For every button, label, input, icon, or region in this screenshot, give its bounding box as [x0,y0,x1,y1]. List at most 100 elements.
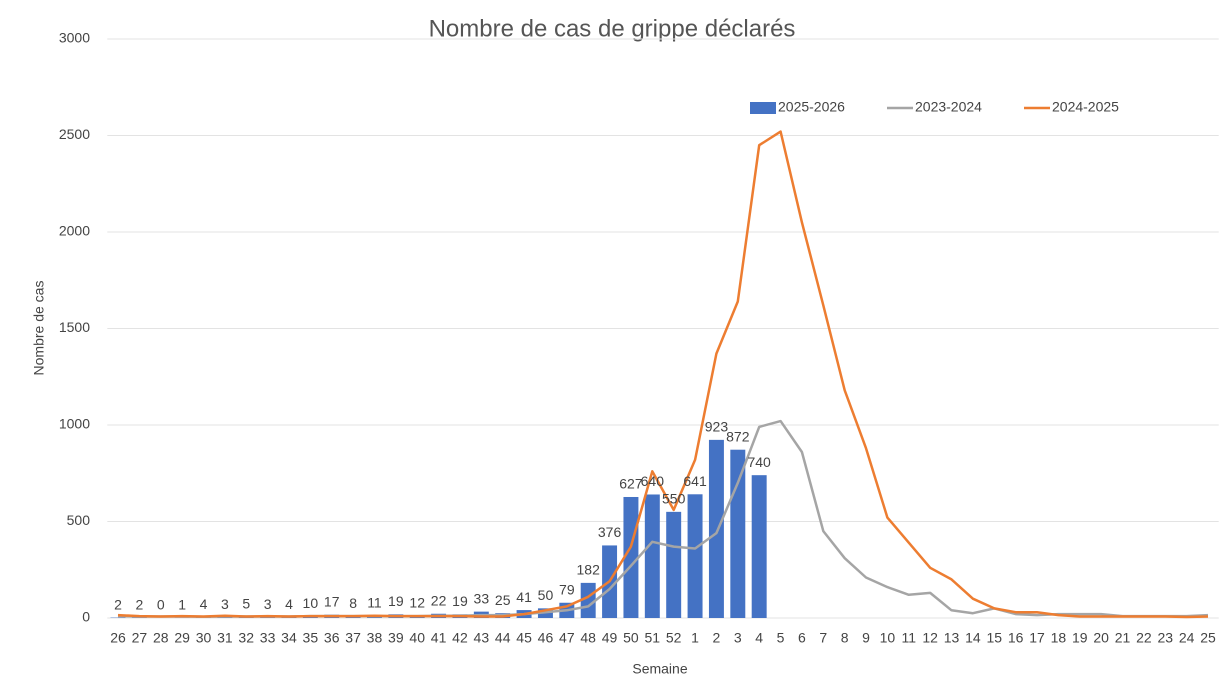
data-label: 33 [474,590,490,606]
x-tick-label: 23 [1157,630,1173,646]
data-label: 2 [114,596,122,612]
x-tick-label: 2 [713,630,721,646]
line [117,130,1209,619]
x-tick-label: 36 [324,630,340,646]
y-tick-label: 3000 [59,30,90,46]
x-tick-label: 31 [217,630,233,646]
data-label: 10 [303,595,319,611]
x-tick-label: 45 [516,630,532,646]
data-label: 4 [200,596,208,612]
data-label: 22 [431,592,447,608]
chart-title: Nombre de cas de grippe déclarés [429,15,796,42]
y-tick-label: 1500 [59,319,90,335]
data-label: 19 [452,593,468,609]
data-label: 641 [683,473,707,489]
x-tick-label: 10 [880,630,896,646]
x-tick-label: 19 [1072,630,1088,646]
bar [708,439,724,618]
x-tick-label: 50 [623,630,639,646]
data-label: 4 [285,596,293,612]
data-label: 3 [221,596,229,612]
x-tick-label: 40 [409,630,425,646]
x-tick-label: 49 [602,630,618,646]
x-tick-label: 14 [965,630,981,646]
x-tick-label: 47 [559,630,575,646]
data-label: 740 [747,454,771,470]
x-tick-label: 18 [1051,630,1067,646]
x-tick-label: 34 [281,630,297,646]
y-axis-label: Nombre de cas [31,281,47,376]
x-tick-label: 35 [303,630,319,646]
x-tick-label: 33 [260,630,276,646]
x-tick-label: 9 [862,630,870,646]
x-tick-label: 51 [645,630,661,646]
bar [623,496,639,618]
x-tick-label: 26 [110,630,126,646]
bar [644,494,660,618]
x-tick-label: 4 [755,630,763,646]
x-tick-label: 29 [174,630,190,646]
data-label: 376 [598,524,622,540]
x-tick-label: 25 [1200,630,1216,646]
x-tick-label: 32 [238,630,254,646]
legend-label: 2024-2025 [1052,99,1119,115]
x-tick-label: 13 [944,630,960,646]
data-label: 2 [135,596,143,612]
data-label: 627 [619,476,643,492]
data-label: 19 [388,593,404,609]
x-tick-label: 39 [388,630,404,646]
x-axis-label: Semaine [632,661,687,677]
bar [687,494,703,618]
data-label: 3 [264,596,272,612]
y-tick-label: 0 [82,609,90,625]
data-label: 12 [409,594,425,610]
bar [666,511,682,618]
x-tick-label: 24 [1179,630,1195,646]
x-tick-label: 11 [902,630,917,646]
x-tick-label: 41 [431,630,447,646]
bar [730,449,746,618]
x-tick-label: 6 [798,630,806,646]
legend-label: 2023-2024 [915,99,982,115]
data-label: 550 [662,491,686,507]
x-tick-label: 43 [474,630,490,646]
x-tick-label: 20 [1093,630,1109,646]
bar [580,582,596,618]
data-label: 872 [726,428,750,444]
data-label: 5 [242,596,250,612]
y-tick-label: 2500 [59,126,90,142]
data-label: 923 [705,419,729,435]
x-tick-label: 27 [132,630,148,646]
y-tick-label: 1000 [59,416,90,432]
line [117,419,1209,619]
data-label: 17 [324,593,340,609]
x-tick-label: 12 [922,630,938,646]
x-tick-label: 52 [666,630,682,646]
data-label: 11 [367,595,382,611]
x-tick-label: 42 [452,630,468,646]
x-tick-label: 1 [691,630,699,646]
y-tick-label: 500 [67,512,91,528]
data-label: 1 [178,597,186,613]
x-tick-label: 44 [495,630,511,646]
bar [751,475,767,618]
x-tick-label: 3 [734,630,742,646]
data-label: 0 [157,597,165,613]
x-tick-label: 5 [777,630,785,646]
data-label: 50 [538,587,554,603]
data-label: 640 [641,473,665,489]
x-tick-label: 17 [1029,630,1045,646]
legend-label: 2025-2026 [778,99,845,115]
x-tick-label: 30 [196,630,212,646]
data-label: 8 [349,595,357,611]
data-label: 41 [516,589,532,605]
x-tick-label: 8 [841,630,849,646]
x-tick-label: 16 [1008,630,1024,646]
legend-swatch [750,102,776,114]
x-tick-label: 15 [986,630,1002,646]
x-tick-label: 28 [153,630,169,646]
data-label: 25 [495,592,511,608]
data-label: 182 [577,562,601,578]
